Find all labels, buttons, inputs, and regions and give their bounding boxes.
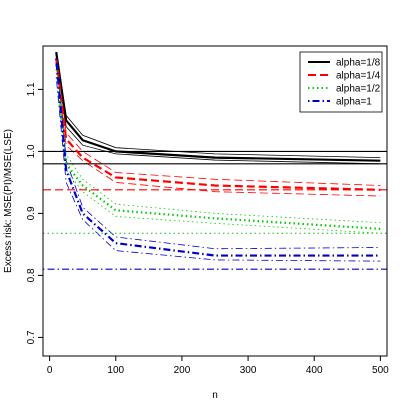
x-tick-label: 0 [47,365,53,376]
y-tick-label: 0.7 [26,330,37,344]
series-4-upper-band [55,52,381,250]
legend-label-3: alpha=1/2 [336,84,381,95]
y-axis: 0.7 0.8 0.9 1.0 1.1 [26,82,44,344]
reference-lines [43,150,387,270]
y-tick-label: 1.0 [26,144,37,158]
series-1-line [55,52,381,162]
legend-label-1: alpha=1/8 [336,58,381,69]
y-tick-label: 0.9 [26,206,37,220]
x-tick-label: 500 [372,365,389,376]
x-axis-label: n [212,390,218,401]
y-tick-label: 0.8 [26,268,37,282]
legend: alpha=1/8 alpha=1/4 alpha=1/2 alpha=1 [299,51,383,113]
series-4-line [55,58,381,257]
x-axis: 0 100 200 300 400 500 [47,355,389,376]
legend-label-4: alpha=1 [336,97,372,108]
series-lines [55,52,381,257]
legend-label-2: alpha=1/4 [336,71,381,82]
x-tick-label: 100 [107,365,124,376]
x-tick-label: 200 [174,365,191,376]
y-tick-label: 1.1 [26,82,37,96]
x-tick-label: 300 [240,365,257,376]
series-4-lower-band [55,76,381,262]
y-axis-label: Excess risk: MSE(PI)/MSE(LSE) [3,129,14,273]
x-tick-label: 400 [306,365,323,376]
series-2-line [55,58,381,191]
